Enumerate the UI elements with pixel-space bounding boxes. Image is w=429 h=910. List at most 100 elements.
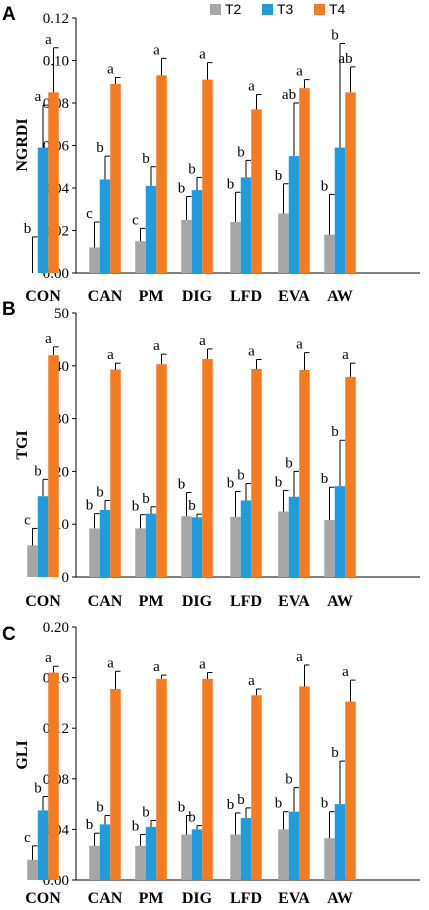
bar-t2-lfd	[230, 222, 241, 273]
significance-letter: c	[132, 212, 139, 228]
significance-letter: ab	[338, 51, 352, 67]
x-tick-label-eva: EVA	[278, 288, 310, 305]
panel-letter: B	[2, 299, 16, 320]
x-tick-label-eva: EVA	[278, 593, 310, 610]
bar-t4-lfd	[251, 368, 262, 577]
bar-t2-pm	[135, 528, 146, 577]
bar-t4-can	[110, 83, 121, 273]
significance-letter: a	[35, 89, 42, 105]
x-tick-label-lfd: LFD	[230, 593, 262, 610]
bar-t3-con	[37, 496, 49, 577]
bar-t4-pm	[156, 678, 167, 880]
bar-t3-can	[99, 824, 111, 880]
bar-t3-dig	[191, 190, 203, 273]
x-tick-label-pm: PM	[139, 890, 164, 907]
significance-letter: b	[142, 805, 150, 821]
x-tick-label-aw: AW	[327, 593, 353, 610]
legend-label-t4: T4	[329, 1, 346, 17]
bar-t2-aw	[324, 838, 335, 880]
significance-letter: a	[107, 62, 114, 78]
x-tick-label-can: CAN	[88, 593, 123, 610]
y-tick-label: 0.10	[43, 54, 69, 70]
significance-letter: a	[296, 649, 303, 665]
panel-c: CGLI0.000.040.080.120.160.20cbbbbbbbbbbb…	[2, 620, 420, 907]
significance-letter: a	[296, 64, 303, 80]
significance-letter: b	[227, 176, 235, 192]
bar-t4-con	[48, 355, 59, 577]
bar-t3-con	[37, 810, 49, 880]
bar-t2-con	[27, 545, 38, 577]
bar-t4-can	[110, 688, 121, 880]
bar-t4-eva	[299, 686, 310, 880]
significance-letter: c	[24, 512, 31, 528]
bar-t4-pm	[156, 364, 167, 577]
significance-letter: b	[86, 817, 94, 833]
y-tick-label: 50	[54, 306, 69, 322]
bar-t3-pm	[145, 826, 157, 880]
x-tick-label-lfd: LFD	[230, 288, 262, 305]
significance-letter: b	[321, 796, 329, 812]
significance-letter: b	[275, 796, 283, 812]
y-axis-label: NGRDI	[14, 118, 31, 171]
significance-letter: b	[237, 144, 245, 160]
significance-letter: b	[142, 491, 150, 507]
significance-letter: b	[227, 797, 235, 813]
significance-letter: a	[153, 338, 160, 354]
bar-t2-dig	[181, 834, 192, 880]
significance-letter: a	[153, 42, 160, 58]
significance-letter: b	[34, 781, 42, 797]
panel-a: ANGRDI0.000.020.040.060.080.100.12bccbbb…	[2, 4, 420, 305]
significance-letter: b	[86, 498, 94, 514]
bar-t2-dig	[181, 219, 192, 273]
x-tick-label-dig: DIG	[182, 593, 213, 610]
significance-letter: b	[96, 140, 104, 156]
significance-letter: b	[275, 168, 283, 184]
significance-letter: a	[199, 333, 206, 349]
legend: T2 T3 T4	[210, 1, 346, 17]
significance-letter: b	[188, 161, 196, 177]
x-tick-label-con: CON	[25, 288, 61, 305]
x-tick-label-eva: EVA	[278, 890, 310, 907]
significance-letter: b	[178, 799, 186, 815]
significance-letter: b	[96, 484, 104, 500]
significance-letter: b	[321, 471, 329, 487]
significance-letter: a	[153, 659, 160, 675]
significance-letter: a	[199, 47, 206, 63]
significance-letter: b	[34, 463, 42, 479]
significance-letter: b	[227, 475, 235, 491]
y-tick-label: 0.12	[43, 11, 69, 27]
bar-t2-can	[89, 528, 100, 577]
significance-letter: b	[331, 28, 339, 44]
significance-letter: b	[237, 468, 245, 484]
x-tick-label-aw: AW	[327, 288, 353, 305]
significance-letter: c	[24, 830, 31, 846]
bar-t4-eva	[299, 88, 310, 273]
bar-t4-can	[110, 369, 121, 577]
x-tick-label-lfd: LFD	[230, 890, 262, 907]
significance-letter: b	[188, 498, 196, 514]
y-axis-label: GLI	[14, 740, 31, 769]
bar-t4-lfd	[251, 109, 262, 273]
significance-letter: a	[107, 655, 114, 671]
bar-t2-dig	[181, 516, 192, 577]
y-tick-label: 0.20	[43, 620, 69, 636]
legend-label-t3: T3	[277, 1, 294, 17]
x-tick-label-pm: PM	[139, 288, 164, 305]
bar-t3-lfd	[240, 500, 252, 577]
x-tick-label-can: CAN	[88, 288, 123, 305]
significance-letter: b	[132, 499, 140, 515]
legend-swatch-t4	[314, 4, 325, 15]
bar-t2-con	[27, 859, 38, 880]
significance-letter: a	[248, 79, 255, 95]
bar-t4-eva	[299, 370, 310, 577]
x-tick-label-dig: DIG	[182, 890, 213, 907]
bar-t4-lfd	[251, 695, 262, 880]
significance-letter: a	[45, 32, 52, 48]
significance-letter: a	[45, 650, 52, 666]
bar-t3-con	[37, 147, 49, 273]
significance-letter: b	[24, 221, 32, 237]
bar-t3-dig	[191, 829, 203, 880]
bar-t4-dig	[202, 358, 213, 577]
